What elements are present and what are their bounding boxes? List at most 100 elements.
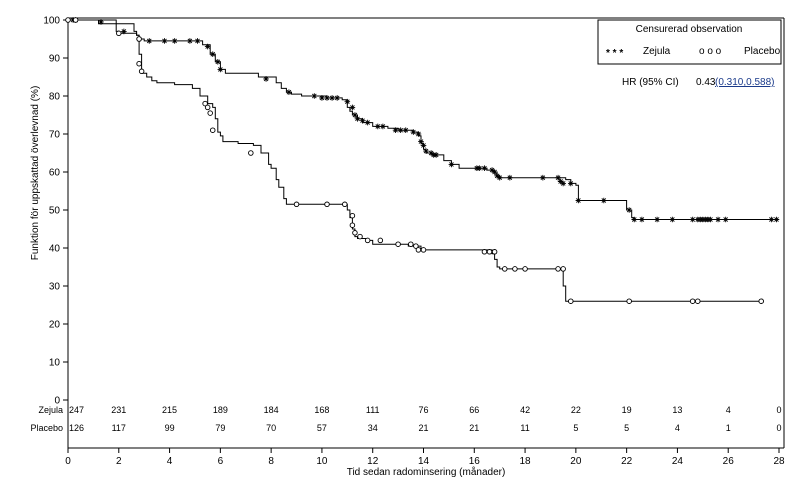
hr-ci[interactable]: (0.310,0.588) <box>715 77 775 88</box>
censor-mark-zejula <box>707 216 714 223</box>
censor-mark-placebo <box>136 36 142 42</box>
censor-mark-zejula <box>689 216 696 223</box>
censor-mark-zejula <box>397 127 404 133</box>
y-tick-label: 0 <box>54 396 60 407</box>
censor-mark-zejula <box>263 76 269 82</box>
x-axis-title: Tid sedan radominsering (månader) <box>347 466 506 478</box>
risk-count: 19 <box>622 405 632 415</box>
censor-mark-placebo <box>502 266 508 272</box>
risk-count: 0 <box>776 423 781 433</box>
censor-mark-zejula <box>557 178 564 185</box>
censor-mark-placebo <box>116 30 122 37</box>
censor-mark-zejula <box>476 165 483 171</box>
censor-mark-placebo <box>395 241 401 247</box>
x-tick-label: 24 <box>672 456 684 467</box>
censor-mark-zejula <box>494 173 500 179</box>
risk-count: 189 <box>213 405 228 415</box>
censor-mark-zejula <box>329 95 335 101</box>
risk-count: 34 <box>368 423 378 433</box>
censor-mark-zejula <box>715 216 721 223</box>
risk-count: 126 <box>69 423 84 433</box>
censor-mark-placebo <box>689 298 696 304</box>
censor-mark-placebo <box>486 249 493 255</box>
y-tick-label: 40 <box>49 244 61 255</box>
risk-row-label: Zejula <box>38 405 63 415</box>
censor-mark-zejula <box>567 180 574 187</box>
censor-mark-placebo <box>694 298 701 304</box>
risk-count: 111 <box>366 405 380 415</box>
censor-mark-placebo <box>377 237 384 244</box>
censor-mark-zejula <box>410 129 417 135</box>
x-tick-label: 22 <box>621 456 633 467</box>
risk-count: 117 <box>112 423 126 433</box>
plot-frame <box>67 17 785 449</box>
risk-count: 247 <box>69 405 84 415</box>
risk-count: 215 <box>162 405 177 415</box>
censor-mark-zejula <box>311 93 318 99</box>
censor-mark-placebo <box>364 237 371 244</box>
censor-mark-zejula <box>402 127 409 133</box>
censor-mark-placebo <box>352 230 358 236</box>
censor-mark-placebo <box>758 298 764 304</box>
risk-count: 1 <box>726 423 731 433</box>
censor-mark-zejula <box>359 117 366 124</box>
censor-mark-placebo <box>349 212 356 219</box>
censor-mark-zejula <box>349 104 356 111</box>
y-tick-label: 70 <box>49 130 61 141</box>
censor-mark-zejula <box>489 167 495 173</box>
censor-mark-zejula <box>639 216 645 223</box>
risk-count: 42 <box>520 405 530 415</box>
censor-mark-zejula <box>194 38 201 44</box>
censor-mark-zejula <box>575 197 582 204</box>
censor-mark-zejula <box>215 59 221 65</box>
censor-mark-zejula <box>507 174 513 181</box>
censor-mark-placebo <box>324 201 330 208</box>
censor-mark-zejula <box>374 123 381 130</box>
censor-mark-zejula <box>392 127 399 133</box>
legend-title: Censurerad observation <box>636 24 743 35</box>
censor-mark-placebo <box>357 233 363 240</box>
x-tick-label: 4 <box>167 456 173 467</box>
legend-placebo-label: Placebo <box>744 46 781 57</box>
hr-label: HR (95% CI) <box>622 77 679 88</box>
censor-mark-zejula <box>481 165 488 171</box>
x-tick-label: 18 <box>520 456 532 467</box>
censor-mark-zejula <box>555 174 561 181</box>
x-tick-label: 2 <box>116 456 122 467</box>
x-tick-label: 10 <box>316 456 328 467</box>
y-axis-title: Funktion för uppskattad överlevnad (%) <box>30 86 41 261</box>
hr-value: 0.43 <box>696 77 716 88</box>
censor-mark-zejula <box>433 152 439 158</box>
censor-mark-zejula <box>631 216 638 223</box>
y-tick-label: 50 <box>49 206 61 217</box>
risk-count: 5 <box>624 423 629 433</box>
legend: Censurerad observation * * * Zejula o o … <box>597 19 782 65</box>
risk-count: 57 <box>317 423 327 433</box>
censor-mark-placebo <box>481 249 488 255</box>
censor-mark-zejula <box>334 95 340 101</box>
censor-mark-zejula <box>418 138 424 145</box>
x-tick-label: 12 <box>367 456 379 467</box>
censor-mark-placebo <box>138 68 145 75</box>
censor-mark-zejula <box>98 19 104 25</box>
y-tick-label: 20 <box>49 320 61 331</box>
censor-mark-placebo <box>415 247 422 253</box>
censor-mark-zejula <box>171 38 178 44</box>
censor-mark-zejula <box>319 95 325 101</box>
censor-mark-placebo <box>207 110 213 116</box>
risk-count: 13 <box>672 405 682 415</box>
censor-mark-placebo <box>413 243 419 249</box>
risk-count: 184 <box>264 405 279 415</box>
censor-mark-placebo <box>626 298 632 304</box>
censor-mark-placebo <box>72 17 79 23</box>
risk-count: 99 <box>165 423 175 433</box>
censor-mark-zejula <box>722 216 729 223</box>
series-zejula <box>68 17 780 223</box>
x-tick-label: 20 <box>570 456 582 467</box>
censor-mark-zejula <box>161 38 168 44</box>
censor-mark-placebo <box>568 298 574 304</box>
risk-count: 168 <box>314 405 329 415</box>
x-tick-label: 26 <box>723 456 735 467</box>
censor-mark-zejula <box>491 169 498 175</box>
x-tick-label: 14 <box>418 456 430 467</box>
